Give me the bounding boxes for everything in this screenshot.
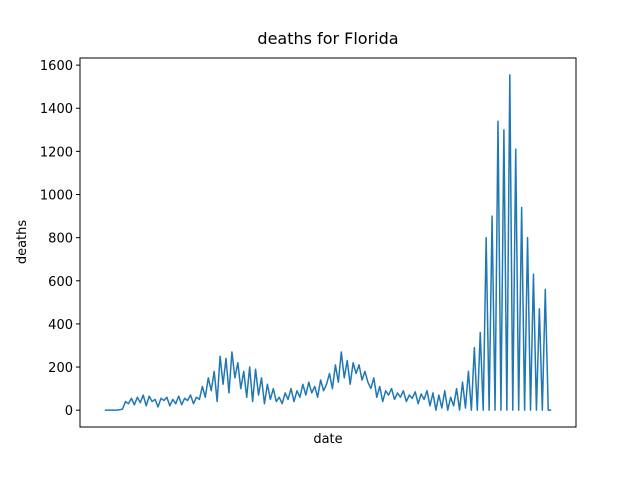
y-tick-label: 1400 [40,102,73,117]
y-tick-label: 800 [48,232,73,247]
y-tick-label: 200 [48,361,73,376]
chart-title: deaths for Florida [257,29,398,48]
data-line [104,74,552,411]
y-tick-label: 600 [48,275,73,290]
x-axis-label: date [313,432,342,447]
y-tick-label: 400 [48,318,73,333]
plot-frame [79,57,577,428]
y-tick-label: 1600 [40,59,73,74]
y-tick-label: 0 [65,404,73,419]
y-tick-label: 1000 [40,189,73,204]
y-tick-label: 1200 [40,145,73,160]
y-axis-label: deaths [15,220,30,265]
